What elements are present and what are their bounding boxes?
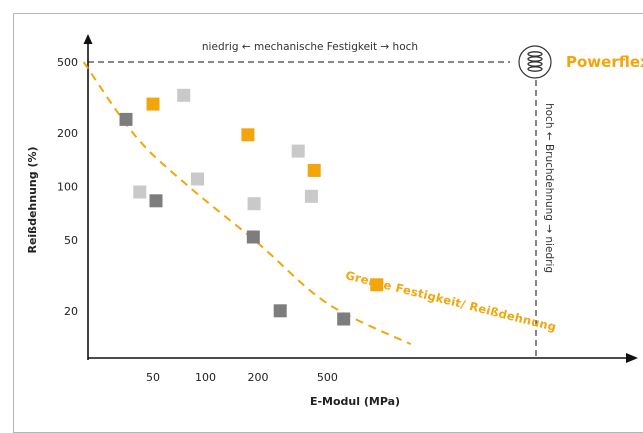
x-tick-labels: 50 100 200 500	[146, 371, 338, 384]
y-tick-label: 200	[57, 127, 78, 140]
data-point	[291, 144, 305, 158]
boundary-curve-label: Grenze Festigkeit/ Reißdehnung	[344, 268, 558, 334]
x-tick-label: 50	[146, 371, 160, 384]
y-tick-label: 500	[57, 56, 78, 69]
y-tick-label: 50	[64, 234, 78, 247]
x-tick-label: 500	[317, 371, 338, 384]
y-axis-arrow	[83, 34, 93, 44]
boundary-curve	[82, 61, 412, 346]
data-point	[273, 304, 287, 318]
x-axis-label: E-Modul (MPa)	[310, 395, 400, 408]
data-point	[133, 185, 147, 199]
data-point	[246, 230, 260, 244]
x-tick-label: 200	[248, 371, 269, 384]
powerflex-label: Powerflex	[566, 53, 643, 71]
data-point	[370, 278, 384, 292]
y-tick-label: 20	[64, 305, 78, 318]
data-point	[146, 97, 160, 111]
data-point	[304, 189, 318, 203]
data-point	[119, 112, 133, 126]
y-tick-label: 100	[57, 180, 78, 193]
data-point	[241, 128, 255, 142]
data-point	[191, 172, 204, 186]
data-point	[247, 197, 261, 211]
spring-coil-icon	[527, 51, 543, 72]
data-point	[177, 88, 191, 102]
y-axis-label: Reißdehnung (%)	[26, 146, 39, 253]
powerflex-highlight: Powerflex	[518, 45, 643, 79]
right-annotation: hoch ← Bruchdehnung → niedrig	[543, 103, 555, 273]
data-point	[337, 312, 351, 326]
x-axis-arrow	[626, 353, 638, 363]
y-tick-labels: 500 200 100 50 20	[57, 56, 78, 318]
data-point	[307, 163, 321, 177]
data-points	[119, 88, 384, 326]
data-point	[149, 194, 163, 208]
x-tick-label: 100	[195, 371, 216, 384]
top-annotation: niedrig ← mechanische Festigkeit → hoch	[202, 41, 418, 53]
